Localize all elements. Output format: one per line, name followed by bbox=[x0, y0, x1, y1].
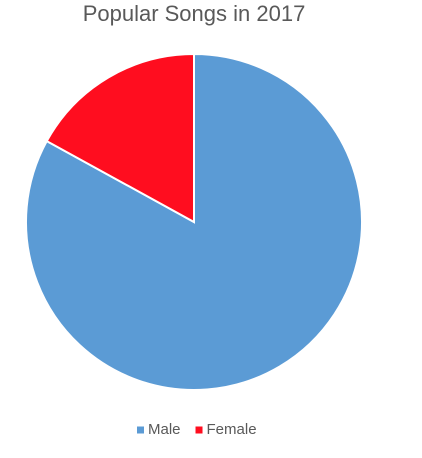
legend-marker bbox=[137, 426, 144, 434]
legend-label: Female bbox=[207, 421, 257, 438]
pie-slice bbox=[25, 52, 363, 391]
chart-title: Popular Songs in 2017 bbox=[83, 1, 306, 26]
pie-slice bbox=[45, 52, 195, 224]
legend-marker bbox=[195, 426, 203, 434]
legend-label: Male bbox=[148, 421, 181, 438]
